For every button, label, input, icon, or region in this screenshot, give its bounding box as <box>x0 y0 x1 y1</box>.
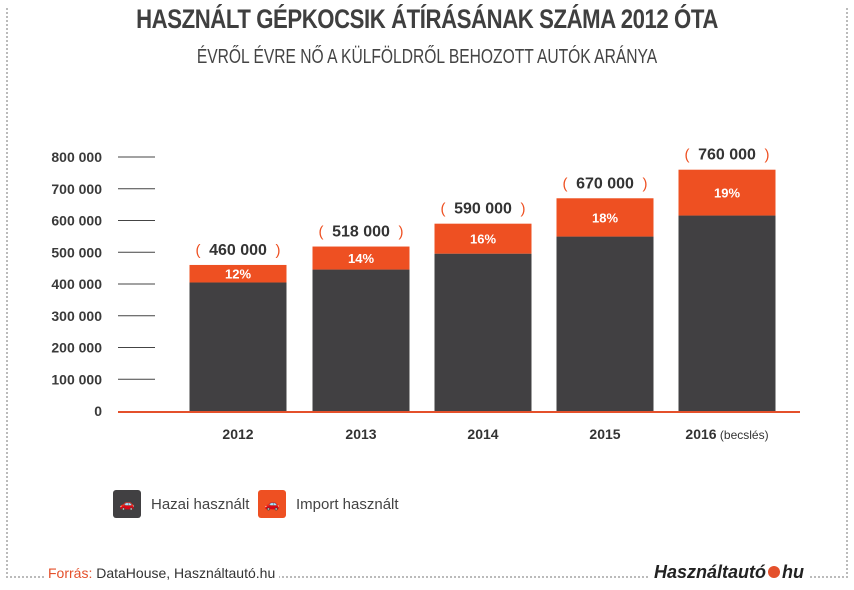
y-tick-label: 400 000 <box>51 276 102 292</box>
x-tick-label: 2015 <box>589 426 620 442</box>
legend-label: Import használt <box>296 495 399 513</box>
bar-import <box>556 198 654 237</box>
y-tick-label: 0 <box>94 403 102 419</box>
logo-suffix: hu <box>782 562 805 582</box>
bracket: ( <box>685 147 690 164</box>
total-label: 590 000 <box>454 201 512 218</box>
bracket: ( <box>319 224 324 241</box>
bar-chart: 0 100 000 200 000 300 000 400 000 500 000 600 … <box>51 147 800 442</box>
total-label: 760 000 <box>698 147 756 164</box>
y-tick-label: 200 000 <box>51 340 102 356</box>
legend-item-domestic: 🚗 Hazai használt <box>113 490 249 518</box>
x-tick-label: 2016 (becslés) <box>685 426 768 442</box>
total-label: 670 000 <box>576 175 634 192</box>
chart-title: HASZNÁLT GÉPKOCSIK ÁTÍRÁSÁNAK SZÁMA 2012… <box>136 4 718 34</box>
x-tick-label: 2013 <box>345 426 376 442</box>
bracket: ) <box>643 175 648 192</box>
car-icon: 🚗 <box>258 490 286 518</box>
x-tick-label: 2014 <box>467 426 498 442</box>
chart-subtitle: ÉVRŐL ÉVRE NŐ A KÜLFÖLDRŐL BEHOZOTT AUTÓ… <box>196 46 658 68</box>
legend-item-import: 🚗 Import használt <box>258 490 399 518</box>
bar-import <box>434 223 532 254</box>
import-share-label: 19% <box>714 186 740 201</box>
source-label: Forrás: <box>48 565 93 581</box>
x-tick-label: 2012 <box>222 426 253 442</box>
total-label: 460 000 <box>209 242 267 259</box>
bracket: ) <box>276 242 281 259</box>
y-tick-label: 500 000 <box>51 244 102 260</box>
bar-import <box>189 264 287 283</box>
import-share-label: 12% <box>225 267 251 282</box>
y-tick-label: 600 000 <box>51 213 102 229</box>
y-tick-label: 800 000 <box>51 149 102 165</box>
y-tick-label: 700 000 <box>51 181 102 197</box>
bar-domestic <box>312 269 410 411</box>
logo-dot <box>768 566 781 578</box>
car-icon: 🚗 <box>113 490 141 518</box>
bar-domestic <box>556 236 654 411</box>
bar-domestic <box>434 253 532 411</box>
bar-import <box>312 246 410 270</box>
bracket: ( <box>563 175 568 192</box>
y-tick-label: 100 000 <box>51 371 102 387</box>
bar-domestic <box>189 282 287 411</box>
import-share-label: 14% <box>348 251 374 266</box>
source-note: Forrás: DataHouse, Használtautó.hu <box>44 565 280 581</box>
source-text: DataHouse, Használtautó.hu <box>96 565 276 581</box>
import-share-label: 18% <box>592 210 618 225</box>
bar-domestic <box>678 215 776 411</box>
estimate-note: (becslés) <box>717 428 769 442</box>
bracket: ) <box>399 224 404 241</box>
import-share-label: 16% <box>470 232 496 247</box>
logo: Használtautó hu <box>650 562 809 583</box>
bracket: ( <box>196 242 201 259</box>
y-tick-label: 300 000 <box>51 308 102 324</box>
dotted-frame <box>6 8 848 578</box>
logo-text: Használtautó <box>654 562 767 582</box>
bracket: ) <box>521 201 526 218</box>
legend-label: Hazai használt <box>151 495 250 513</box>
bar-import <box>678 169 776 216</box>
bracket: ) <box>765 147 770 164</box>
bracket: ( <box>441 201 446 218</box>
total-label: 518 000 <box>332 224 390 241</box>
